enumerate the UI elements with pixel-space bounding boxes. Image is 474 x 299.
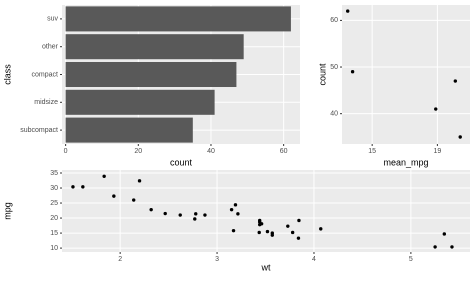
y-axis-label: mpg: [2, 202, 12, 220]
point: [137, 179, 142, 183]
point: [270, 231, 274, 235]
point: [229, 207, 234, 212]
x-tick-label: 0: [64, 148, 68, 155]
bar: [65, 61, 237, 88]
x-tick-label: 3: [215, 256, 219, 263]
point: [258, 218, 262, 223]
y-tick-label: 35: [50, 170, 58, 177]
bar: [65, 34, 244, 60]
y-tick-label: midsize: [34, 99, 58, 106]
y-tick-label: other: [42, 44, 59, 51]
y-tick-label: compact: [32, 71, 59, 78]
panel-background: [62, 170, 470, 252]
y-tick-label: 25: [50, 200, 58, 207]
y-tick-label: 10: [50, 245, 58, 252]
y-tick-label: 60: [330, 17, 338, 24]
y-tick-label: 50: [330, 64, 338, 71]
x-tick-label: 40: [207, 148, 215, 155]
x-tick-label: 5: [409, 256, 413, 263]
point: [434, 107, 438, 111]
point: [112, 194, 116, 198]
point: [319, 227, 323, 231]
y-tick-label: subcompact: [20, 127, 58, 134]
point: [453, 79, 458, 83]
point: [350, 70, 355, 74]
point: [296, 236, 301, 240]
point: [194, 212, 198, 216]
bar: [65, 117, 193, 143]
y-axis-label: class: [2, 64, 12, 85]
point: [433, 245, 437, 249]
point: [163, 211, 167, 216]
point: [265, 229, 270, 234]
point: [132, 198, 136, 202]
point: [286, 224, 290, 228]
x-axis-label: wt: [261, 262, 271, 272]
point: [102, 174, 106, 179]
panel-background: [342, 5, 470, 144]
x-axis-label: mean_mpg: [383, 157, 428, 167]
bar: [65, 6, 291, 32]
point: [290, 230, 295, 235]
x-tick-label: 2: [118, 256, 122, 263]
point: [71, 185, 75, 189]
point: [257, 230, 261, 235]
y-tick-label: 15: [50, 230, 58, 237]
point: [346, 9, 350, 13]
y-tick-label: 20: [50, 215, 58, 222]
point: [81, 185, 85, 189]
x-tick-label: 60: [280, 148, 288, 155]
y-axis-label: count: [317, 63, 327, 86]
point: [458, 135, 462, 139]
point: [178, 213, 182, 217]
point: [193, 217, 197, 221]
x-axis-label: count: [170, 157, 193, 167]
y-tick-label: suv: [47, 16, 58, 23]
point: [149, 207, 153, 212]
point: [450, 245, 454, 249]
x-tick-label: 4: [312, 256, 316, 263]
bar: [65, 89, 215, 115]
point: [231, 228, 236, 233]
x-tick-label: 15: [368, 148, 376, 155]
point: [297, 218, 301, 223]
point: [236, 212, 240, 216]
y-tick-label: 40: [330, 111, 338, 118]
x-tick-label: 20: [134, 148, 142, 155]
y-tick-label: 30: [50, 185, 58, 192]
point: [203, 213, 207, 217]
x-tick-label: 19: [433, 148, 441, 155]
point: [233, 203, 238, 207]
point: [258, 222, 262, 227]
point: [442, 232, 447, 236]
